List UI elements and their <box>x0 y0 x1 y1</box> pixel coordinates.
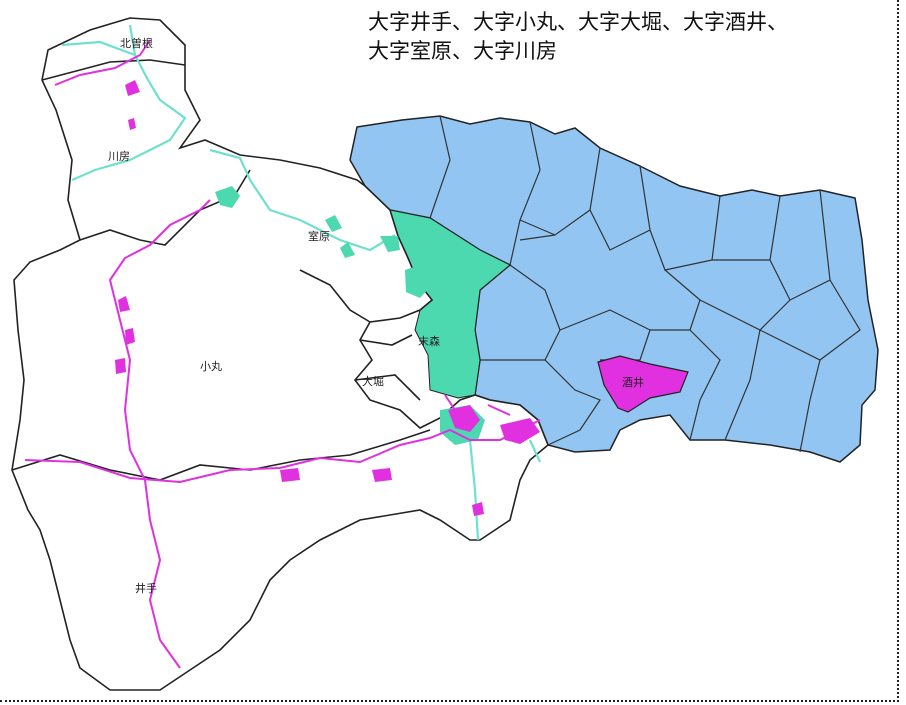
dotted-border-right <box>897 0 899 702</box>
label-sakai: 酒井 <box>622 375 644 389</box>
label-suemori: 末森 <box>418 334 440 348</box>
target-region <box>11 17 549 691</box>
caption-line-1: 大字井手、大字小丸、大字大堀、大字酒井、 <box>368 10 788 34</box>
rivers <box>61 24 542 541</box>
district-boundaries <box>11 59 431 481</box>
dotted-border-bottom <box>0 700 899 702</box>
label-murohara: 室原 <box>308 229 330 243</box>
caption-line-2: 大字室原、大字川房 <box>368 39 557 63</box>
label-ide: 井手 <box>135 581 157 595</box>
blue-subdivisions <box>429 115 861 453</box>
map-caption: 大字井手、大字小丸、大字大堀、大字酒井、 大字室原、大字川房 <box>368 8 898 66</box>
magenta-region <box>597 355 689 413</box>
label-komaru: 小丸 <box>200 360 222 373</box>
label-kitasonekyo: 北曽根 <box>120 36 153 50</box>
label-kawafusa: 川房 <box>108 150 130 163</box>
urban-spots <box>115 80 540 516</box>
roads <box>24 39 541 669</box>
label-ohori: 大堀 <box>362 374 384 388</box>
